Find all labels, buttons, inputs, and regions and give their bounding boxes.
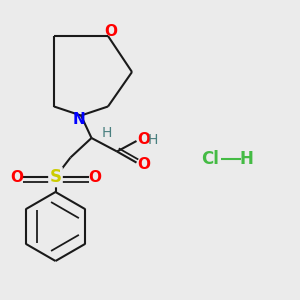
Text: H: H [148, 133, 158, 146]
Text: O: O [137, 132, 151, 147]
Text: O: O [104, 24, 118, 39]
Text: N: N [73, 112, 86, 128]
Text: O: O [137, 157, 151, 172]
Text: O: O [88, 169, 101, 184]
Text: Cl: Cl [201, 150, 219, 168]
Text: O: O [10, 169, 23, 184]
Text: S: S [50, 168, 61, 186]
Text: H: H [239, 150, 253, 168]
Text: H: H [101, 127, 112, 140]
